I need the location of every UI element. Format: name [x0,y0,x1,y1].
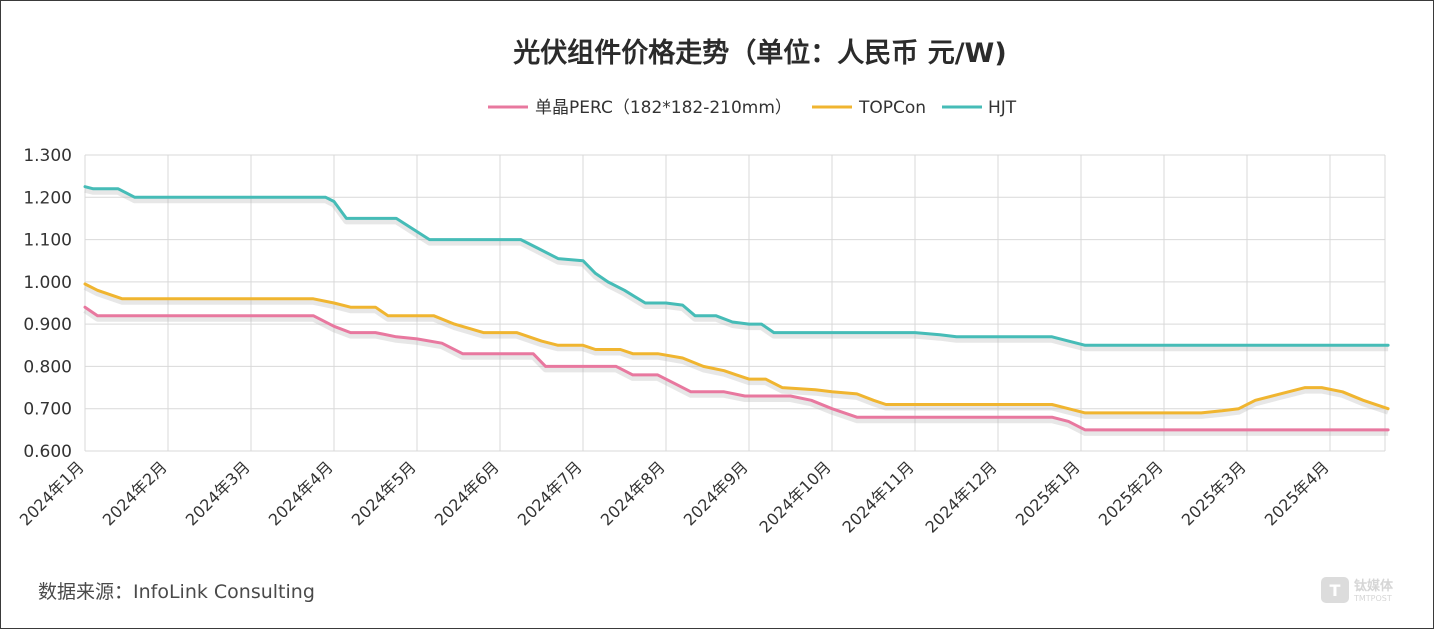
y-tick-label: 1.100 [23,231,72,251]
x-tick-label: 2025年1月 [1012,457,1084,529]
y-tick-label: 1.200 [23,188,72,208]
watermark-subtext: TMTPOST [1353,594,1392,603]
legend-label: TOPCon [858,98,926,118]
series-line-shadow [83,284,1390,419]
x-tick-label: 2024年10月 [756,457,835,536]
series-line-shadow [84,186,1389,352]
source-note: 数据来源：InfoLink Consulting [38,581,315,603]
x-tick-label: 2025年2月 [1095,457,1167,529]
y-tick-label: 0.900 [23,315,72,335]
legend: 单晶PERC（182*182-210mm） TOPCon HJT [488,98,1017,118]
x-tick-label: 2024年7月 [514,457,586,529]
x-tick-label: 2024年12月 [922,457,1001,536]
x-tick-label: 2024年11月 [839,457,918,536]
legend-label: 单晶PERC（182*182-210mm） [535,98,792,118]
series-line [83,185,1390,347]
y-tick-label: 1.300 [23,146,72,166]
y-tick-label: 0.700 [23,400,72,420]
legend-label: HJT [988,98,1017,118]
watermark-icon [1321,577,1349,603]
x-tick-label: 2024年3月 [182,457,254,529]
x-tick-label: 2024年6月 [431,457,503,529]
y-tick-label: 1.000 [23,273,72,293]
series-lines [83,185,1390,436]
y-tick-label: 0.800 [23,357,72,377]
watermark-text: 钛媒体 [1353,578,1394,594]
x-tick-label: 2025年3月 [1178,457,1250,529]
series-line [83,282,1390,415]
chart-title: 光伏组件价格走势（单位：人民币 元/W) [512,37,1006,69]
x-tick-label: 2024年1月 [16,457,88,529]
x-tick-label: 2024年9月 [680,457,752,529]
x-tick-label: 2024年2月 [99,457,171,529]
y-axis: 1.300 1.200 1.100 1.000 0.900 0.800 0.700 0.600 [23,146,72,462]
x-tick-label: 2024年5月 [348,457,420,529]
x-tick-label: 2024年4月 [265,457,337,529]
watermark-glyph: T [1330,581,1341,600]
x-tick-label: 2024年8月 [597,457,669,529]
y-tick-label: 0.600 [23,442,72,462]
watermark-logo: T 钛媒体 TMTPOST [1321,577,1394,603]
series-line [83,305,1390,432]
series-line-shadow [83,307,1389,436]
x-axis: 2024年1月 2024年2月 2024年3月 2024年4月 2024年5月 2024年… [16,457,1333,536]
x-tick-label: 2025年4月 [1261,457,1333,529]
